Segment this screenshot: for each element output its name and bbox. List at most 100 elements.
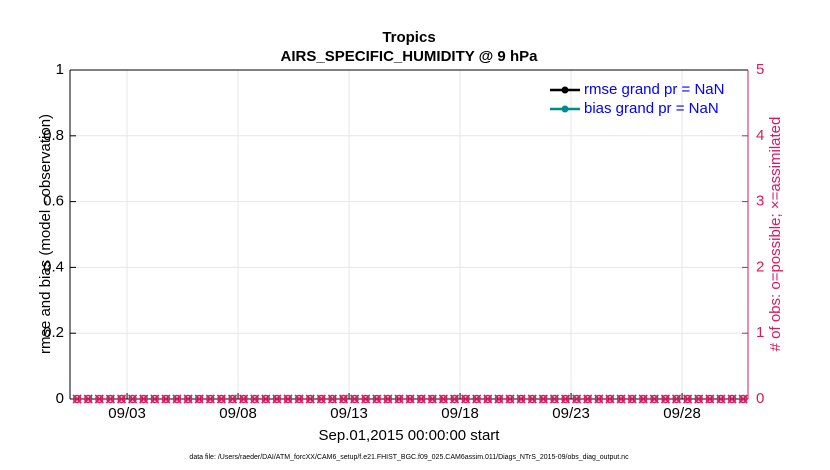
marker-x bbox=[94, 394, 104, 404]
marker-o bbox=[561, 394, 570, 404]
marker-x bbox=[449, 394, 460, 404]
marker-x bbox=[716, 394, 726, 404]
marker-o bbox=[261, 394, 271, 404]
y-axis-label: rmse and bias (model - observation) bbox=[37, 114, 54, 354]
marker-x bbox=[361, 394, 371, 404]
legend-label: rmse grand pr = NaN bbox=[584, 81, 724, 98]
marker-x bbox=[105, 394, 115, 404]
y2-tick-label: 0 bbox=[756, 390, 764, 407]
legend-label: bias grand pr = NaN bbox=[584, 100, 719, 117]
marker-o bbox=[350, 394, 359, 404]
marker-x bbox=[161, 394, 171, 404]
y-tick-label: 0.6 bbox=[43, 193, 64, 210]
marker-x bbox=[616, 394, 626, 404]
marker-x bbox=[216, 394, 226, 404]
marker-o bbox=[106, 394, 115, 404]
y-tick-label: 0.2 bbox=[43, 324, 64, 341]
marker-x bbox=[438, 394, 448, 404]
marker-x bbox=[350, 394, 360, 404]
marker-o bbox=[283, 394, 293, 404]
marker-o bbox=[272, 394, 282, 404]
marker-x bbox=[139, 394, 149, 404]
marker-o bbox=[394, 394, 404, 404]
marker-o bbox=[672, 394, 681, 404]
marker-x bbox=[605, 394, 615, 404]
marker-o bbox=[516, 394, 526, 404]
marker-x bbox=[383, 394, 393, 404]
marker-o bbox=[483, 394, 493, 404]
marker-x bbox=[694, 394, 704, 404]
marker-o bbox=[461, 394, 470, 404]
marker-o bbox=[328, 394, 337, 404]
marker-x bbox=[671, 394, 682, 404]
marker-x bbox=[683, 394, 693, 404]
y2-tick-label: 1 bbox=[756, 324, 764, 341]
marker-x bbox=[327, 394, 337, 404]
chart-title: Tropics bbox=[382, 29, 435, 46]
marker-o bbox=[661, 394, 670, 404]
x-tick-label: 09/28 bbox=[663, 405, 701, 422]
marker-o bbox=[72, 394, 82, 404]
marker-x bbox=[516, 394, 526, 404]
legend-marker bbox=[561, 86, 569, 94]
marker-o bbox=[183, 394, 193, 404]
marker-x bbox=[128, 394, 138, 404]
marker-o bbox=[317, 394, 326, 404]
marker-x bbox=[572, 394, 582, 404]
marker-x bbox=[505, 394, 515, 404]
marker-o bbox=[505, 394, 515, 404]
marker-x bbox=[194, 394, 204, 404]
marker-o bbox=[128, 394, 137, 404]
marker-x bbox=[427, 394, 437, 404]
marker-x bbox=[261, 394, 271, 404]
marker-x bbox=[461, 394, 471, 404]
x-tick-label: 09/08 bbox=[219, 405, 257, 422]
x-tick-label: 09/13 bbox=[330, 405, 368, 422]
marker-o bbox=[694, 394, 703, 404]
x-axis-label: Sep.01,2015 00:00:00 start bbox=[319, 427, 501, 444]
marker-x bbox=[538, 394, 548, 404]
y2-tick-label: 3 bbox=[756, 193, 764, 210]
marker-x bbox=[294, 394, 304, 404]
marker-o bbox=[206, 394, 215, 404]
marker-o bbox=[228, 394, 237, 404]
marker-x bbox=[394, 394, 404, 404]
marker-x bbox=[738, 394, 748, 404]
marker-o bbox=[727, 394, 737, 404]
marker-x bbox=[372, 394, 382, 404]
marker-o bbox=[494, 394, 504, 404]
marker-x bbox=[272, 394, 282, 404]
marker-o bbox=[616, 394, 626, 404]
marker-o bbox=[550, 394, 559, 404]
marker-x bbox=[483, 394, 493, 404]
marker-x bbox=[83, 394, 93, 404]
marker-o bbox=[239, 394, 248, 404]
marker-o bbox=[439, 394, 448, 404]
marker-o bbox=[405, 394, 415, 404]
marker-x bbox=[549, 394, 559, 404]
marker-o bbox=[117, 394, 126, 404]
x-tick-label: 09/18 bbox=[441, 405, 479, 422]
marker-o bbox=[572, 394, 581, 404]
y2-tick-label: 4 bbox=[756, 127, 764, 144]
marker-o bbox=[139, 394, 148, 404]
y2-tick-label: 5 bbox=[756, 61, 764, 78]
marker-o bbox=[417, 394, 426, 404]
x-tick-label: 09/03 bbox=[108, 405, 146, 422]
marker-x bbox=[494, 394, 504, 404]
marker-o bbox=[172, 394, 182, 404]
marker-o bbox=[339, 394, 348, 404]
marker-x bbox=[627, 394, 637, 404]
marker-o bbox=[472, 394, 481, 404]
marker-x bbox=[416, 394, 426, 404]
marker-x bbox=[660, 394, 670, 404]
y2-axis-label: # of obs: o=possible; ×=assimilated bbox=[767, 117, 784, 352]
marker-o bbox=[95, 394, 104, 404]
marker-o bbox=[716, 394, 726, 404]
marker-o bbox=[250, 394, 259, 404]
marker-o bbox=[639, 394, 648, 404]
marker-o bbox=[450, 394, 459, 404]
y-tick-label: 0.4 bbox=[43, 258, 64, 275]
